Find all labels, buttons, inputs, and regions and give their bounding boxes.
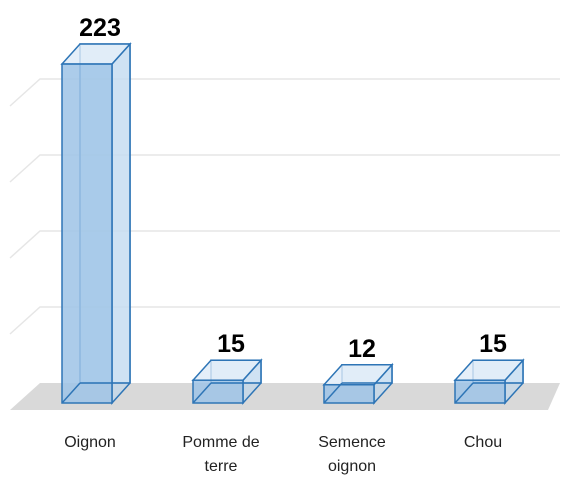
bar-edge (454, 382, 474, 404)
x-tick-label: Pomme de terre (182, 434, 260, 475)
x-tick-label: Chou (463, 434, 503, 451)
bar (454, 379, 506, 404)
x-tick-label: Oignon (64, 434, 116, 451)
bar-edge (192, 382, 212, 404)
grid-line (9, 154, 560, 183)
grid-line (9, 306, 560, 335)
value-label: 12 (348, 335, 376, 363)
bar (61, 63, 113, 404)
bar (192, 379, 244, 404)
value-label: 223 (79, 14, 121, 42)
bar-edge (61, 382, 81, 404)
value-label: 15 (479, 330, 507, 358)
bar-side (111, 42, 131, 405)
floor (10, 383, 560, 410)
bar-edge (323, 382, 343, 404)
grid-line (9, 230, 560, 259)
x-tick-label: Semence oignon (318, 434, 386, 475)
value-label: 15 (217, 330, 245, 358)
grid-line (9, 78, 560, 107)
